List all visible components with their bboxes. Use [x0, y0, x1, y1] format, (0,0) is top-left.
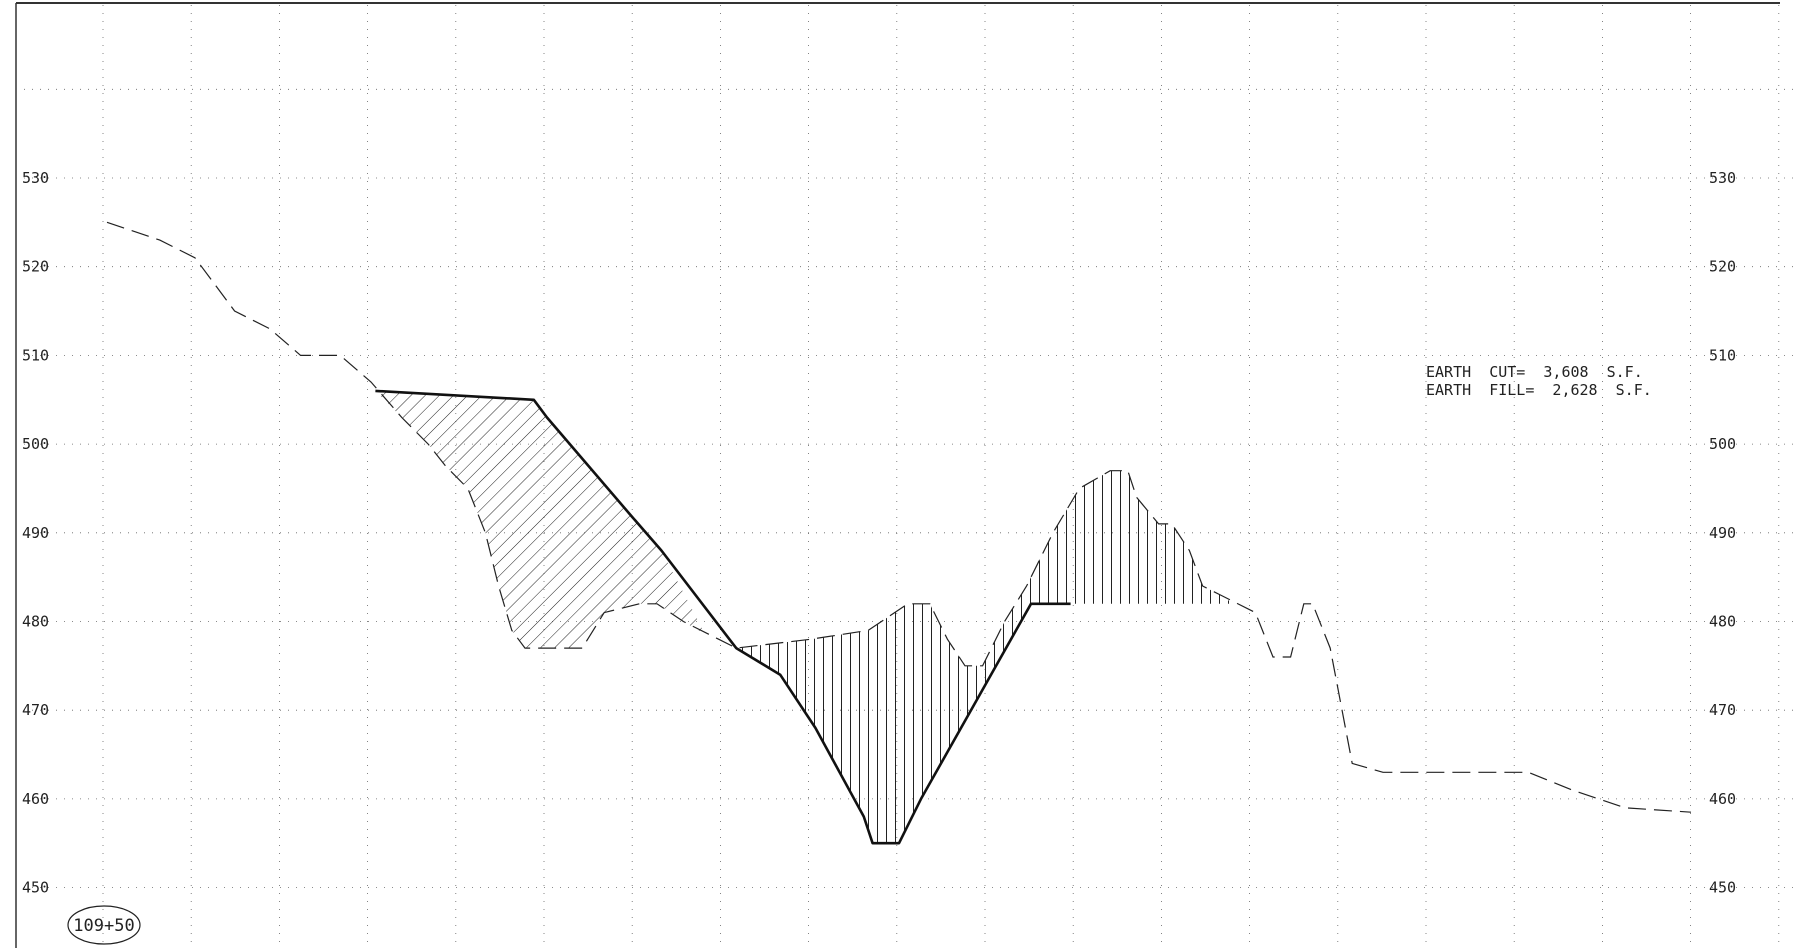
station-label: 109+50	[73, 916, 134, 936]
elevation-label-left: 520	[22, 258, 49, 276]
elevation-label-left: 500	[22, 435, 49, 453]
elevation-label-right: 490	[1709, 524, 1736, 542]
elevation-label-right: 500	[1709, 435, 1736, 453]
elevation-label-left: 510	[22, 346, 49, 364]
elevation-label-right: 470	[1709, 701, 1736, 719]
grid	[16, 5, 1796, 948]
station-bubble: 109+50	[67, 905, 141, 945]
earth-cut-note: EARTH CUT= 3,608 S.F.	[1426, 363, 1643, 381]
proposed-section-line	[375, 389, 1071, 845]
elevation-label-right: 520	[1709, 258, 1736, 276]
fill-region	[736, 470, 1234, 844]
elevation-label-right: 530	[1709, 169, 1736, 187]
hatched-regions	[375, 390, 1234, 844]
elevation-label-left: 450	[22, 879, 49, 897]
elevation-label-right: 510	[1709, 346, 1736, 364]
elevation-label-right: 460	[1709, 790, 1736, 808]
profiles	[106, 221, 1692, 845]
elevation-labels-right: 530 520 510 500 490 480 470 460 450	[1709, 169, 1736, 897]
elevation-label-left: 490	[22, 524, 49, 542]
elevation-label-left: 530	[22, 169, 49, 187]
elevation-label-right: 450	[1709, 879, 1736, 897]
cut-region	[375, 390, 706, 649]
elevation-label-left: 470	[22, 701, 49, 719]
elevation-label-left: 480	[22, 613, 49, 631]
elevation-labels-left: 530 520 510 500 490 480 470 460 450	[22, 169, 49, 897]
station-bubble-outline	[67, 905, 141, 945]
elevation-label-left: 460	[22, 790, 49, 808]
existing-ground-line	[106, 221, 1692, 813]
elevation-label-right: 480	[1709, 613, 1736, 631]
earth-fill-note: EARTH FILL= 2,628 S.F.	[1426, 381, 1652, 399]
